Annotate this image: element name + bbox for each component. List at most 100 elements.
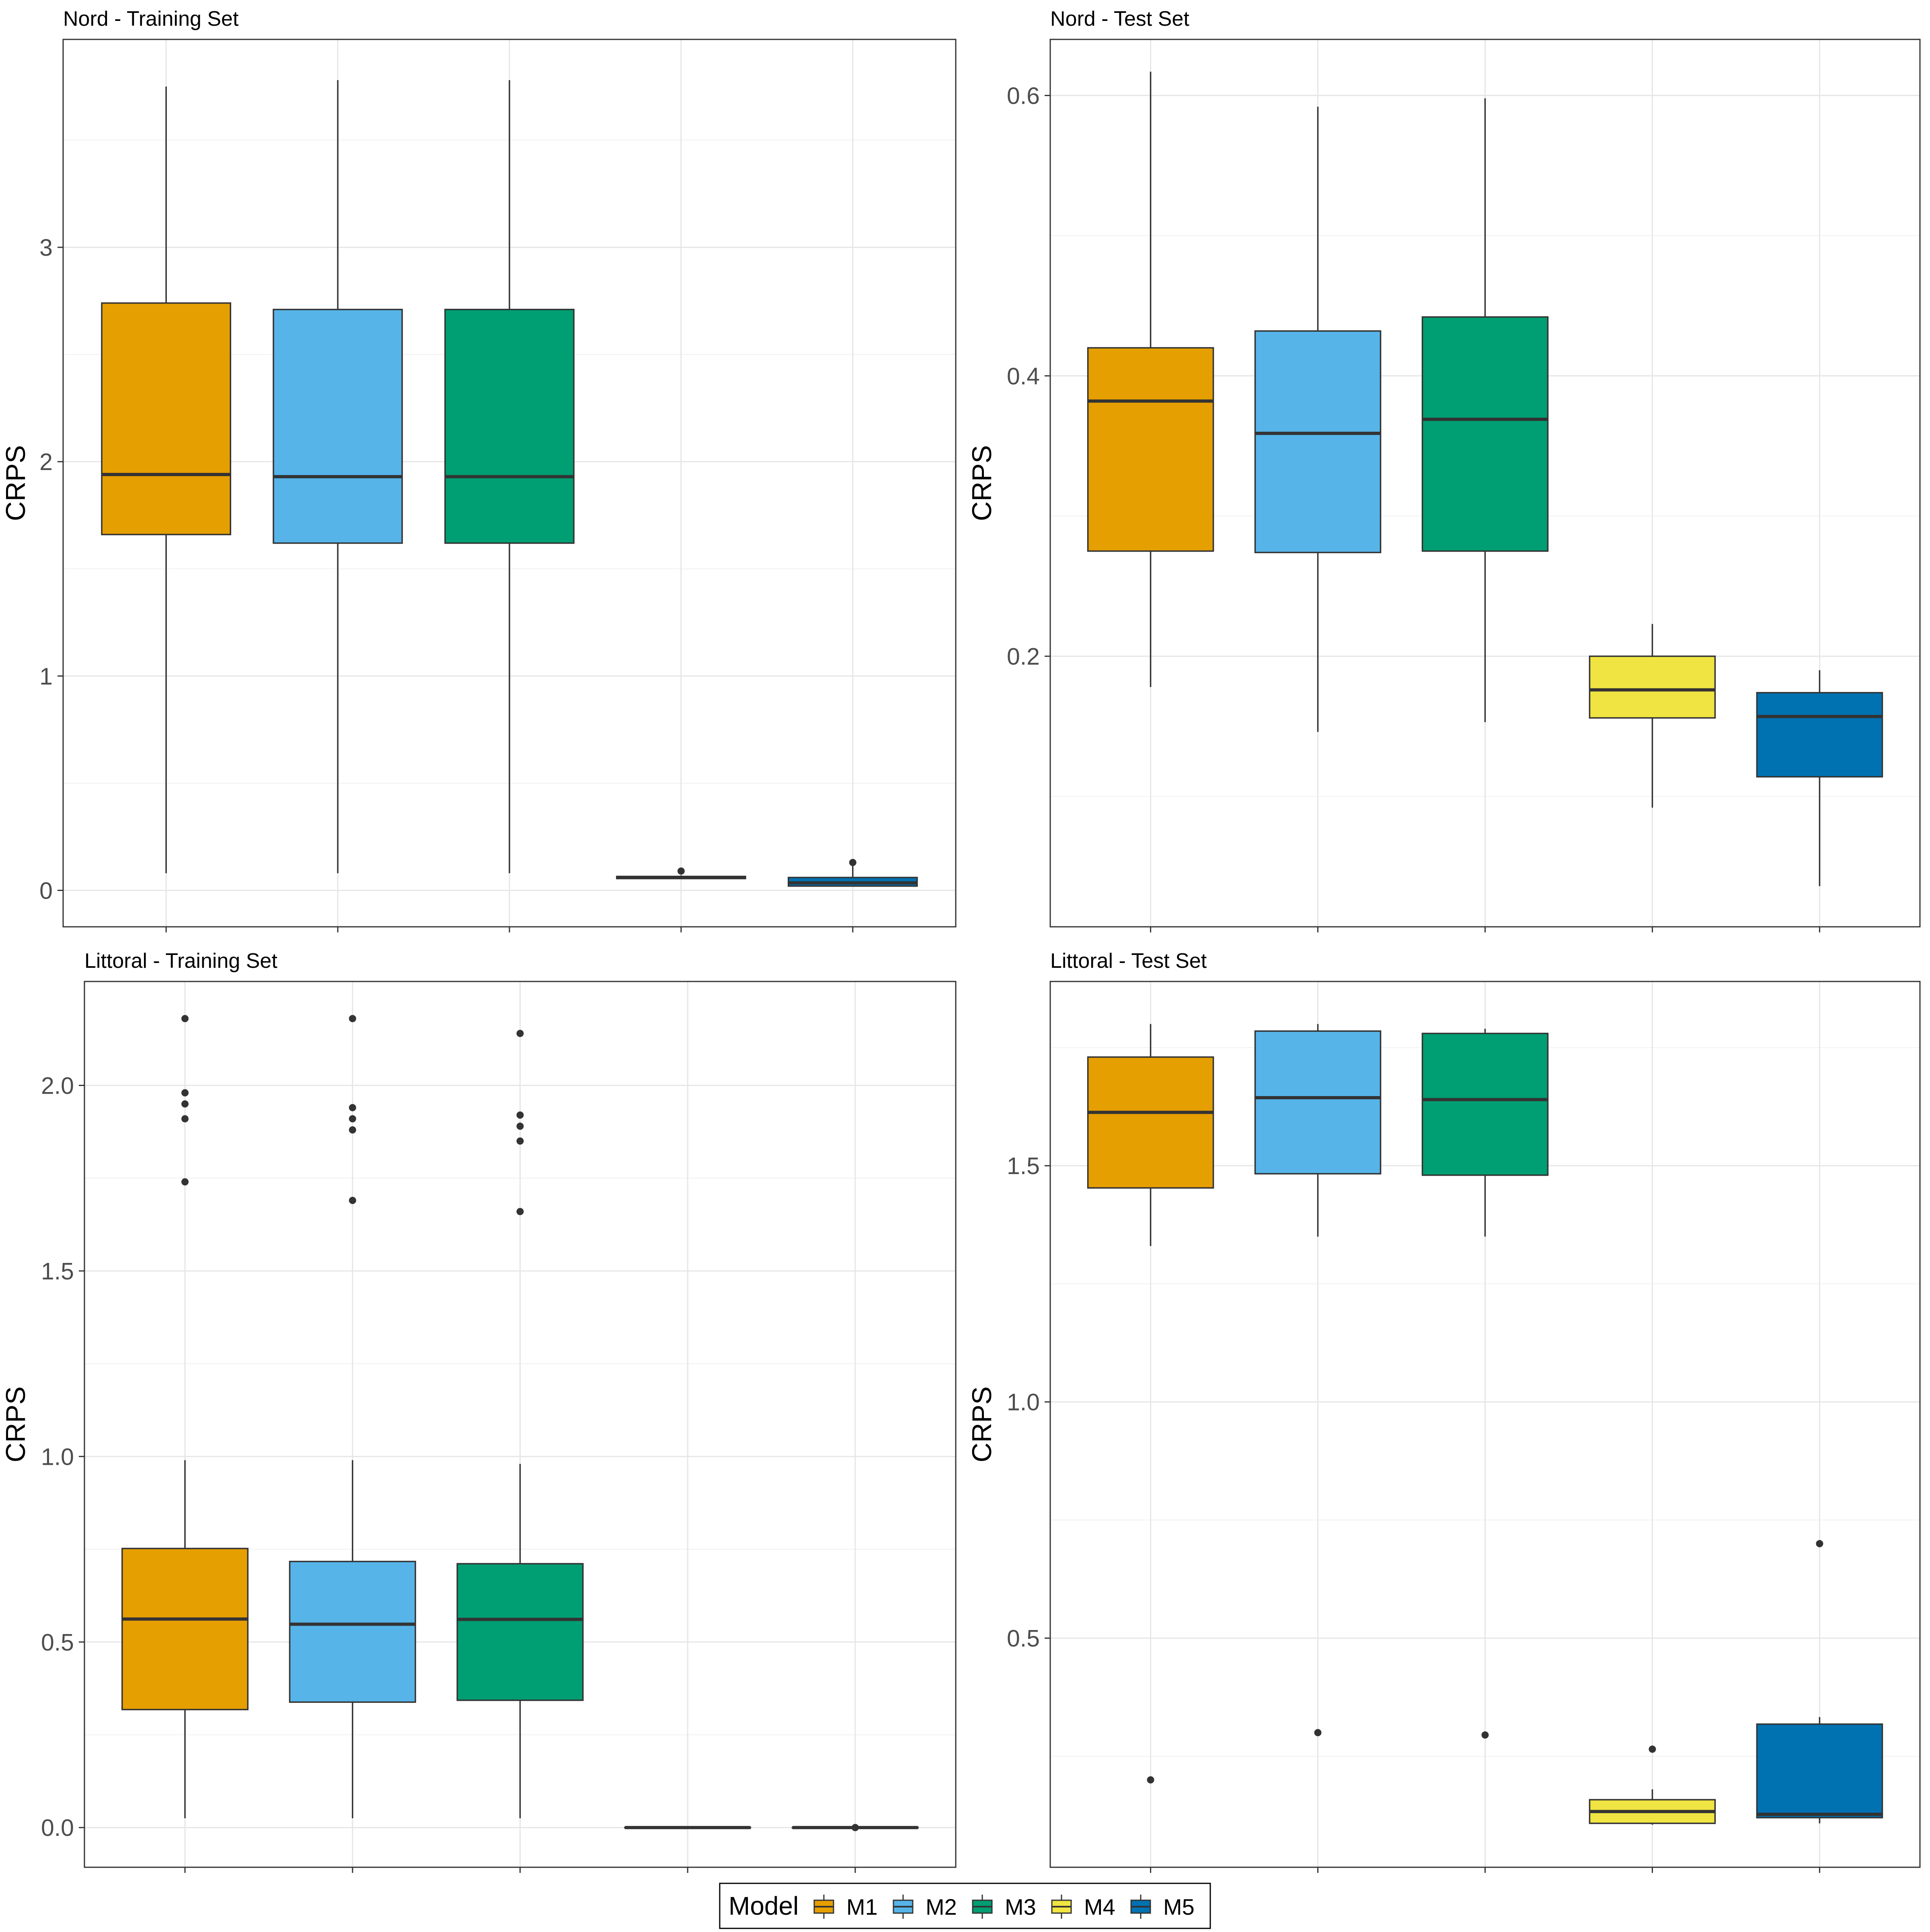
outlier-point [516,1030,524,1037]
box-iqr [1254,1030,1382,1174]
outlier-point [181,1015,189,1022]
outlier-point [349,1126,356,1134]
outlier-point [181,1089,189,1096]
outlier-point [349,1197,356,1204]
legend-label: M1 [846,1894,878,1920]
box-iqr [1421,316,1549,552]
y-axis-label: CRPS [967,1386,997,1462]
legend-item-m3: M3 [972,1894,1036,1920]
panel-title: Nord - Training Set [63,7,239,31]
box-iqr [273,308,403,544]
box-m5 [788,859,918,887]
y-tick-label: 0.2 [1007,643,1040,670]
box-m5 [1756,670,1883,886]
legend-label: M2 [926,1894,957,1920]
outlier-point [516,1111,524,1119]
box-m1 [1087,1024,1214,1784]
box-m4 [1589,1745,1716,1825]
y-tick-label: 1.0 [1007,1389,1040,1416]
outlier-point [349,1115,356,1123]
outlier-point [181,1178,189,1186]
legend-label: M5 [1163,1894,1195,1920]
box-m1 [121,1015,249,1819]
outlier-point [1649,1745,1656,1753]
y-tick-label: 2 [39,449,53,475]
box-m3 [456,1030,584,1819]
box-iqr [444,308,575,544]
y-tick-label: 3 [39,234,53,261]
outlier-point [1314,1729,1322,1737]
outlier-point [349,1015,356,1022]
y-tick-label: 0.0 [41,1815,74,1841]
panel-title: Littoral - Training Set [84,949,277,973]
box-m4 [1589,624,1716,808]
box-m2 [289,1015,416,1819]
box-m2 [273,80,403,873]
legend-frame [719,1883,1211,1929]
legend: Model M1 M2 M3 M4 M5 [719,1883,1211,1929]
legend-label: M4 [1084,1894,1115,1920]
box-m5 [1756,1540,1883,1823]
panel-4: 0.5 1.0 1.5 Littoral - Test Set CRPS [967,949,1921,1873]
legend-label: M3 [1005,1894,1036,1920]
outlier-point [677,867,685,875]
legend-item-m5: M5 [1130,1894,1195,1920]
box-m4 [624,1826,751,1829]
panel-2: 0.2 0.4 0.6 Nord - Test Set CRPS [967,7,1921,932]
box-iqr [1087,1056,1214,1189]
box-iqr [1589,655,1716,719]
legend-item-m1: M1 [813,1894,878,1920]
panel-title: Nord - Test Set [1050,7,1189,31]
box-iqr [1087,347,1214,552]
y-tick-label: 1.5 [41,1258,74,1285]
outlier-point [849,859,856,866]
y-tick-label: 1.5 [1007,1153,1040,1179]
y-axis-label: CRPS [967,445,997,521]
y-axis-label: CRPS [0,1386,31,1462]
y-tick-label: 1 [39,663,53,690]
box-iqr [1421,1033,1549,1176]
outlier-point [516,1137,524,1145]
box-iqr [456,1563,584,1701]
box-iqr [1756,692,1883,778]
y-tick-label: 2.0 [41,1072,74,1099]
outlier-point [516,1122,524,1130]
outlier-point [181,1115,189,1123]
y-tick-label: 1.0 [41,1443,74,1470]
outlier-point [181,1100,189,1108]
y-axis-label: CRPS [0,445,31,521]
panel-1: 0 1 2 3 Nord - Training Set CRPS [0,7,957,932]
outlier-point [1147,1776,1154,1784]
box-m5 [791,1824,919,1831]
box-m3 [1421,98,1549,722]
outlier-point [349,1104,356,1111]
legend-item-m4: M4 [1051,1894,1115,1920]
box-m1 [1087,72,1214,687]
panel-3: 0.0 0.5 1.0 1.5 2.0 Littoral - Training Set CR… [0,949,957,1873]
box-m2 [1254,107,1382,732]
legend-item-m2: M2 [893,1894,957,1920]
box-m3 [1421,1029,1549,1739]
outlier-point [1481,1731,1489,1739]
y-tick-label: 0.5 [41,1629,74,1656]
box-iqr [121,1548,249,1710]
box-iqr [101,302,232,536]
y-tick-label: 0.5 [1007,1625,1040,1652]
box-m1 [101,86,232,873]
box-iqr [289,1560,416,1703]
y-tick-label: 0.4 [1007,363,1040,390]
y-tick-label: 0 [39,877,53,904]
outlier-point [1816,1540,1823,1548]
box-m3 [444,80,575,873]
box-m4 [616,867,746,879]
outlier-point [851,1824,859,1831]
legend-title: Model [729,1891,799,1920]
box-iqr [1254,330,1382,553]
box-iqr [1756,1723,1883,1819]
y-tick-label: 0.6 [1007,82,1040,109]
outlier-point [516,1208,524,1215]
panel-title: Littoral - Test Set [1050,949,1207,973]
box-m2 [1254,1024,1382,1737]
